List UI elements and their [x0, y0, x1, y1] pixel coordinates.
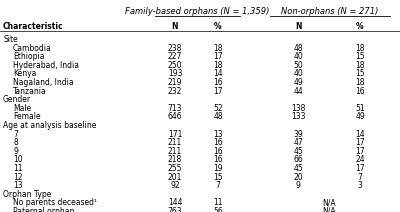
- Text: N: N: [172, 22, 178, 31]
- Text: 211: 211: [168, 147, 182, 156]
- Text: 51: 51: [355, 104, 365, 113]
- Text: Kenya: Kenya: [13, 69, 36, 78]
- Text: 17: 17: [355, 147, 365, 156]
- Text: N/A: N/A: [322, 198, 336, 207]
- Text: 18: 18: [355, 78, 365, 87]
- Text: 144: 144: [168, 198, 182, 207]
- Text: 15: 15: [355, 69, 365, 78]
- Text: 12: 12: [13, 173, 22, 182]
- Text: Cambodia: Cambodia: [13, 44, 52, 53]
- Text: 45: 45: [293, 147, 303, 156]
- Text: 15: 15: [355, 52, 365, 61]
- Text: 10: 10: [13, 155, 23, 164]
- Text: 18: 18: [355, 61, 365, 70]
- Text: 52: 52: [213, 104, 223, 113]
- Text: 18: 18: [355, 44, 365, 53]
- Text: 39: 39: [293, 130, 303, 139]
- Text: 49: 49: [293, 78, 303, 87]
- Text: Site: Site: [3, 35, 18, 44]
- Text: 13: 13: [213, 130, 223, 139]
- Text: 20: 20: [293, 173, 303, 182]
- Text: 8: 8: [13, 138, 18, 147]
- Text: 15: 15: [213, 173, 223, 182]
- Text: 16: 16: [213, 147, 223, 156]
- Text: Ethiopia: Ethiopia: [13, 52, 44, 61]
- Text: %: %: [214, 22, 222, 31]
- Text: 17: 17: [213, 52, 223, 61]
- Text: 47: 47: [293, 138, 303, 147]
- Text: 50: 50: [293, 61, 303, 70]
- Text: N: N: [295, 22, 301, 31]
- Text: No parents deceased¹: No parents deceased¹: [13, 198, 97, 207]
- Text: 171: 171: [168, 130, 182, 139]
- Text: 238: 238: [168, 44, 182, 53]
- Text: Gender: Gender: [3, 95, 31, 104]
- Text: 646: 646: [168, 112, 182, 121]
- Text: 227: 227: [168, 52, 182, 61]
- Text: N/A: N/A: [322, 207, 336, 212]
- Text: 232: 232: [168, 86, 182, 96]
- Text: Nagaland, India: Nagaland, India: [13, 78, 74, 87]
- Text: 138: 138: [291, 104, 305, 113]
- Text: 56: 56: [213, 207, 223, 212]
- Text: Orphan Type: Orphan Type: [3, 190, 51, 199]
- Text: 18: 18: [213, 44, 223, 53]
- Text: 219: 219: [168, 78, 182, 87]
- Text: 49: 49: [355, 112, 365, 121]
- Text: 45: 45: [293, 164, 303, 173]
- Text: 201: 201: [168, 173, 182, 182]
- Text: Characteristic: Characteristic: [3, 22, 64, 31]
- Text: 11: 11: [13, 164, 22, 173]
- Text: 7: 7: [13, 130, 18, 139]
- Text: 250: 250: [168, 61, 182, 70]
- Text: 16: 16: [213, 138, 223, 147]
- Text: 9: 9: [13, 147, 18, 156]
- Text: 14: 14: [355, 130, 365, 139]
- Text: Female: Female: [13, 112, 41, 121]
- Text: 763: 763: [168, 207, 182, 212]
- Text: 44: 44: [293, 86, 303, 96]
- Text: 14: 14: [213, 69, 223, 78]
- Text: 193: 193: [168, 69, 182, 78]
- Text: 17: 17: [213, 86, 223, 96]
- Text: 13: 13: [13, 181, 23, 190]
- Text: Male: Male: [13, 104, 31, 113]
- Text: 3: 3: [358, 181, 362, 190]
- Text: Age at analysis baseline: Age at analysis baseline: [3, 121, 96, 130]
- Text: 40: 40: [293, 69, 303, 78]
- Text: 11: 11: [213, 198, 223, 207]
- Text: Paternal orphan: Paternal orphan: [13, 207, 74, 212]
- Text: 16: 16: [213, 78, 223, 87]
- Text: 7: 7: [358, 173, 362, 182]
- Text: 133: 133: [291, 112, 305, 121]
- Text: 16: 16: [213, 155, 223, 164]
- Text: 92: 92: [170, 181, 180, 190]
- Text: 9: 9: [296, 181, 300, 190]
- Text: Non-orphans (N = 271): Non-orphans (N = 271): [281, 7, 379, 16]
- Text: 218: 218: [168, 155, 182, 164]
- Text: 18: 18: [213, 61, 223, 70]
- Text: 48: 48: [213, 112, 223, 121]
- Text: 17: 17: [355, 138, 365, 147]
- Text: Hyderabad, India: Hyderabad, India: [13, 61, 79, 70]
- Text: 19: 19: [213, 164, 223, 173]
- Text: Family-based orphans (N = 1,359): Family-based orphans (N = 1,359): [125, 7, 270, 16]
- Text: 713: 713: [168, 104, 182, 113]
- Text: Tanzania: Tanzania: [13, 86, 47, 96]
- Text: 48: 48: [293, 44, 303, 53]
- Text: 16: 16: [355, 86, 365, 96]
- Text: %: %: [356, 22, 364, 31]
- Text: 66: 66: [293, 155, 303, 164]
- Text: 24: 24: [355, 155, 365, 164]
- Text: 255: 255: [168, 164, 182, 173]
- Text: 211: 211: [168, 138, 182, 147]
- Text: 17: 17: [355, 164, 365, 173]
- Text: 40: 40: [293, 52, 303, 61]
- Text: 7: 7: [216, 181, 220, 190]
